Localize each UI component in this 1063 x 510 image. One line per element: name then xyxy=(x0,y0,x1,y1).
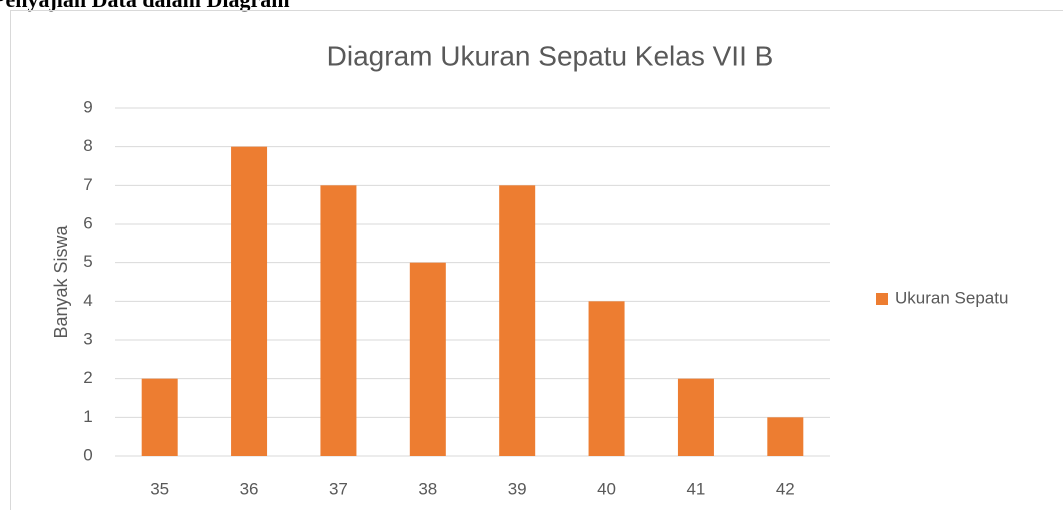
x-tick-label: 41 xyxy=(686,479,705,498)
x-tick-label: 36 xyxy=(240,479,259,498)
bar xyxy=(588,301,625,456)
y-tick-label: 7 xyxy=(83,175,92,194)
x-tick-label: 35 xyxy=(150,479,169,498)
bar xyxy=(231,146,268,456)
x-tick-label: 39 xyxy=(508,479,527,498)
x-tick-label: 38 xyxy=(418,479,437,498)
y-tick-label: 6 xyxy=(83,213,92,232)
bar xyxy=(499,185,536,457)
bar xyxy=(141,378,178,456)
y-tick-label: 9 xyxy=(83,97,92,116)
y-axis-label: Banyak Siswa xyxy=(51,224,71,338)
y-tick-label: 1 xyxy=(83,407,92,426)
y-tick-label: 0 xyxy=(83,445,92,464)
y-tick-label: 3 xyxy=(83,329,92,348)
chart-title: Diagram Ukuran Sepatu Kelas VII B xyxy=(327,40,774,71)
y-tick-label: 8 xyxy=(83,136,92,155)
bar xyxy=(320,185,357,457)
x-tick-label: 37 xyxy=(329,479,348,498)
x-tick-label: 42 xyxy=(776,479,795,498)
chart-frame xyxy=(10,10,1063,510)
bar xyxy=(409,262,446,456)
x-tick-label: 40 xyxy=(597,479,616,498)
y-tick-label: 5 xyxy=(83,252,92,271)
y-tick-label: 4 xyxy=(83,291,92,310)
y-tick-label: 2 xyxy=(83,368,92,387)
heading: Penyajian Data dalam Diagram xyxy=(0,0,290,12)
bar xyxy=(677,378,714,456)
legend-swatch xyxy=(876,293,888,305)
legend-label: Ukuran Sepatu xyxy=(895,288,1008,307)
bar xyxy=(767,417,804,456)
